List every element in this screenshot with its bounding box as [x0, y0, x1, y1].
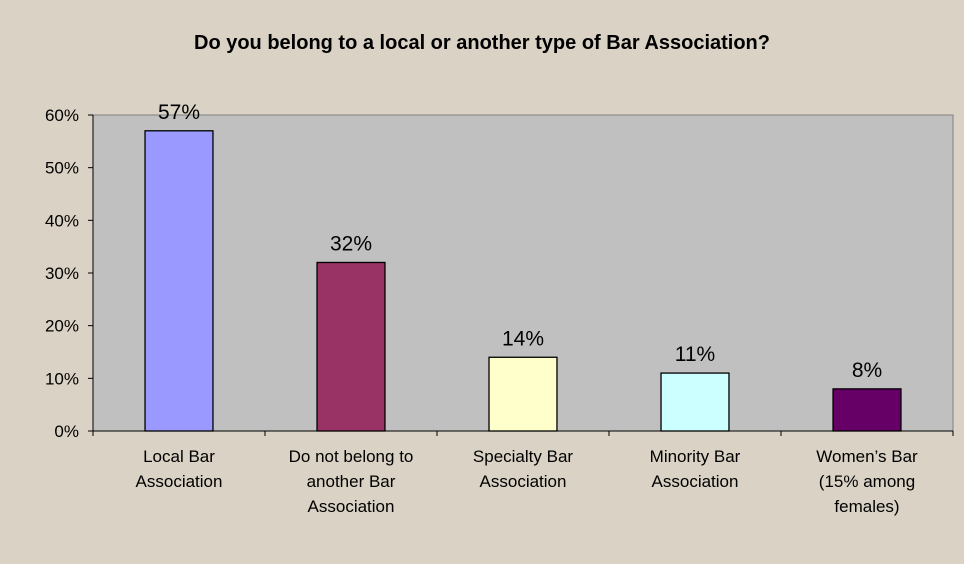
- bar: [488, 356, 558, 432]
- x-category-label: Specialty Bar Association: [473, 447, 573, 491]
- data-label: 32%: [330, 232, 372, 255]
- chart-title: Do you belong to a local or another type…: [194, 32, 770, 54]
- data-label: 11%: [675, 343, 715, 366]
- y-tick-label: 50%: [45, 159, 79, 178]
- x-category-label: Minority Bar Association: [650, 447, 741, 491]
- bar: [660, 372, 730, 432]
- x-category-label: Local Bar Association: [136, 447, 223, 491]
- x-category-label: Women’s Bar (15% among females): [816, 447, 918, 516]
- x-category-label: Do not belong to another Bar Association: [289, 447, 414, 516]
- y-tick-label: 0%: [54, 422, 79, 441]
- y-tick-label: 60%: [45, 106, 79, 125]
- bar: [316, 261, 386, 432]
- y-tick-label: 30%: [45, 264, 79, 283]
- bar: [144, 130, 214, 432]
- y-tick-label: 40%: [45, 211, 79, 230]
- data-label: 57%: [158, 101, 200, 124]
- data-label: 14%: [502, 327, 544, 350]
- y-tick-label: 20%: [45, 317, 79, 336]
- data-label: 8%: [852, 359, 882, 382]
- y-tick-label: 10%: [45, 369, 79, 388]
- bar: [832, 388, 902, 432]
